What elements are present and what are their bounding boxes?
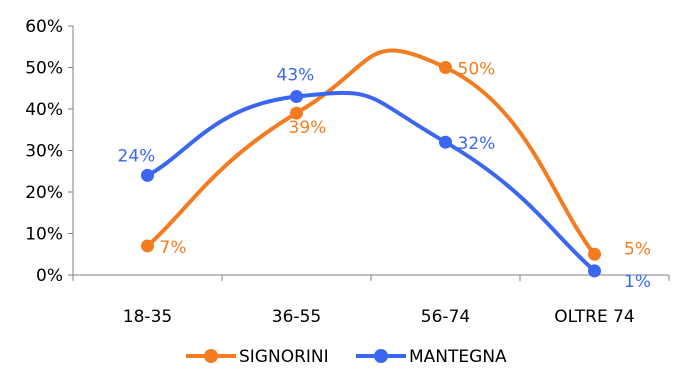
data-point: [141, 239, 154, 253]
data-label: 1%: [624, 272, 651, 292]
x-tick-label: 36-55: [272, 307, 321, 327]
data-point: [290, 90, 303, 104]
data-label: 32%: [458, 134, 496, 154]
data-point: [588, 247, 601, 261]
data-point: [290, 106, 303, 120]
legend: SIGNORINI MANTEGNA: [186, 347, 507, 367]
data-label: 43%: [277, 66, 315, 86]
legend-marker: [204, 349, 218, 363]
data-label: 7%: [160, 238, 187, 258]
y-tick-label: 10%: [25, 225, 63, 245]
y-tick-label: 50%: [25, 59, 63, 79]
y-tick-label: 40%: [25, 100, 63, 120]
y-tick-label: 30%: [25, 142, 63, 162]
x-axis-ticks: 18-35 36-55 56-74 OLTRE 74: [72, 275, 670, 327]
data-point: [141, 168, 154, 182]
series-line-mantegna: [145, 90, 597, 273]
y-axis-ticks: 0% 10% 20% 30% 40% 50% 60%: [25, 17, 73, 286]
data-point: [588, 264, 601, 278]
x-tick-label: 56-74: [421, 307, 470, 327]
series-lines: [145, 48, 597, 273]
data-label: 39%: [289, 118, 327, 138]
legend-marker: [374, 349, 388, 363]
data-label: 50%: [458, 60, 496, 80]
data-label: 24%: [118, 146, 156, 166]
legend-label: SIGNORINI: [239, 347, 329, 367]
x-tick-label: 18-35: [123, 307, 172, 327]
x-tick-label: OLTRE 74: [554, 307, 634, 327]
data-label: 5%: [624, 239, 651, 259]
legend-label: MANTEGNA: [409, 347, 507, 367]
series-points: [141, 61, 601, 278]
y-tick-label: 60%: [25, 17, 63, 37]
y-tick-label: 20%: [25, 183, 63, 203]
y-tick-label: 0%: [36, 266, 63, 286]
data-point: [439, 135, 452, 149]
data-labels: 7% 39% 50% 5% 24% 43% 32% 1%: [118, 60, 652, 292]
series-line-signorini: [145, 48, 597, 257]
data-point: [439, 61, 452, 74]
